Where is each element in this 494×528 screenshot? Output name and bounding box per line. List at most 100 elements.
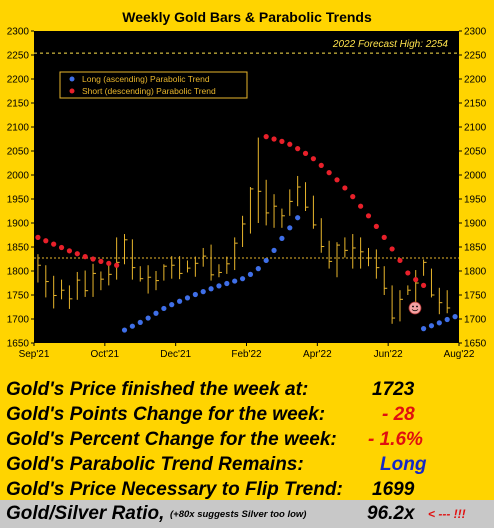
short-trend-point (114, 262, 120, 268)
short-trend-point (51, 241, 57, 247)
short-trend-point (381, 234, 387, 240)
trend-row: Gold's Parabolic Trend Remains: Long (6, 452, 490, 477)
flip-row: Gold's Price Necessary to Flip Trend: 16… (6, 477, 490, 502)
short-trend-point (389, 246, 395, 252)
y-tick-label-left: 1950 (7, 195, 30, 206)
x-tick-label: Dec'21 (160, 349, 191, 360)
long-trend-point (239, 276, 246, 282)
short-trend-point (373, 223, 379, 229)
legend-box (59, 71, 248, 99)
y-tick-label-right: 1700 (464, 315, 487, 326)
long-trend-point (208, 286, 214, 292)
legend-long-label: Long (ascending) Parabolic Trend (82, 74, 210, 84)
y-tick-label-right: 2000 (464, 171, 487, 182)
short-trend-point (350, 194, 356, 200)
long-trend-point (177, 298, 183, 304)
short-trend-point (35, 234, 41, 240)
y-tick-label-left: 2200 (7, 75, 30, 86)
y-tick-label-right: 2150 (464, 99, 487, 110)
flip-value: 1699 (372, 479, 415, 500)
y-tick-label-right: 1650 (464, 339, 487, 350)
y-tick-label-right: 2250 (464, 51, 487, 62)
y-tick-label-left: 2150 (7, 99, 30, 110)
short-trend-point (279, 138, 285, 144)
short-trend-point (318, 162, 324, 168)
price-bars (37, 137, 451, 324)
long-trend-point (224, 280, 230, 287)
long-trend-point (216, 283, 222, 289)
y-tick-label-right: 2050 (464, 147, 487, 158)
y-tick-label-left: 2250 (7, 51, 30, 62)
ratio-note: (+80x suggests Silver too low) (170, 509, 307, 520)
y-tick-label-right: 1850 (464, 243, 487, 254)
x-tick-label: Aug'22 (444, 349, 475, 360)
y-tick-label-right: 1950 (464, 195, 487, 206)
y-tick-label-right: 2200 (464, 75, 487, 86)
y-tick-label-right: 1900 (464, 219, 487, 230)
short-trend-point (405, 270, 411, 276)
short-trend-point (310, 156, 316, 162)
percent-change-value: - 1.6% (368, 429, 423, 450)
long-trend-point (452, 314, 458, 320)
ratio-value: 96.2x (367, 503, 415, 524)
long-trend-point (436, 320, 442, 326)
long-trend-point (184, 295, 191, 301)
short-trend-point (413, 277, 419, 283)
long-trend-point (129, 323, 135, 329)
y-tick-label-right: 2300 (464, 27, 487, 38)
y-tick-label-left: 1700 (7, 315, 30, 326)
percent-change-label: Gold's Percent Change for the week: (6, 429, 337, 450)
ratio-arrow: < --- !!! (428, 507, 466, 521)
legend-short-marker (69, 88, 75, 94)
short-trend-point (90, 256, 96, 262)
x-tick-label: Apr'22 (303, 349, 332, 360)
y-tick-label-right: 1800 (464, 267, 487, 278)
short-trend-point (342, 185, 348, 191)
chart-title: Weekly Gold Bars & Parabolic Trends (122, 9, 372, 25)
percent-change-row: Gold's Percent Change for the week: - 1.… (6, 427, 490, 452)
y-tick-label-right: 1750 (464, 291, 487, 302)
x-tick-label: Feb'22 (231, 349, 262, 360)
x-tick-label: Jun'22 (374, 349, 404, 360)
points-change-row: Gold's Points Change for the week: - 28 (6, 402, 490, 427)
ratio-row: Gold/Silver Ratio, (+80x suggests Silver… (0, 500, 494, 528)
y-tick-label-left: 1850 (7, 243, 30, 254)
short-trend-point (326, 170, 332, 176)
ratio-label: Gold/Silver Ratio, (6, 503, 165, 524)
short-trend-point (420, 282, 427, 288)
y-tick-label-left: 2000 (7, 171, 30, 182)
short-trend-point (58, 244, 65, 251)
long-trend-point (444, 316, 450, 323)
price-row: Gold's Price finished the week at: 1723 (6, 377, 490, 402)
long-trend-point (161, 305, 167, 312)
smiley-icon (408, 301, 422, 315)
short-trend-point (334, 177, 340, 183)
short-trend-point (98, 258, 104, 264)
short-trend-point (397, 257, 403, 264)
y-tick-label-left: 1800 (7, 267, 30, 278)
legend-short-label: Short (descending) Parabolic Trend (82, 86, 216, 96)
long-trend-series (121, 215, 458, 333)
y-tick-label-left: 1650 (7, 339, 30, 350)
short-trend-point (295, 146, 301, 152)
long-trend-point (420, 326, 427, 332)
short-trend-point (66, 248, 73, 254)
short-trend-point (365, 213, 372, 219)
y-tick-label-left: 2100 (7, 123, 30, 134)
trend-value: Long (380, 454, 427, 475)
price-label: Gold's Price finished the week at: (6, 379, 309, 400)
gold-chart: Weekly Gold Bars & Parabolic Trends 1650… (7, 9, 487, 360)
x-tick-label: Sep'21 (19, 349, 50, 360)
points-change-value: - 28 (382, 404, 415, 425)
long-trend-point (263, 257, 269, 264)
short-trend-point (358, 203, 364, 209)
long-trend-point (121, 327, 128, 333)
long-trend-point (255, 266, 261, 272)
short-trend-point (287, 141, 293, 147)
short-trend-point (302, 150, 309, 156)
legend: Long (ascending) Parabolic Trend Short (… (59, 71, 248, 99)
long-trend-point (271, 247, 277, 253)
y-tick-label-right: 2100 (464, 123, 487, 134)
long-trend-point (137, 319, 143, 325)
points-change-label: Gold's Points Change for the week: (6, 404, 326, 425)
